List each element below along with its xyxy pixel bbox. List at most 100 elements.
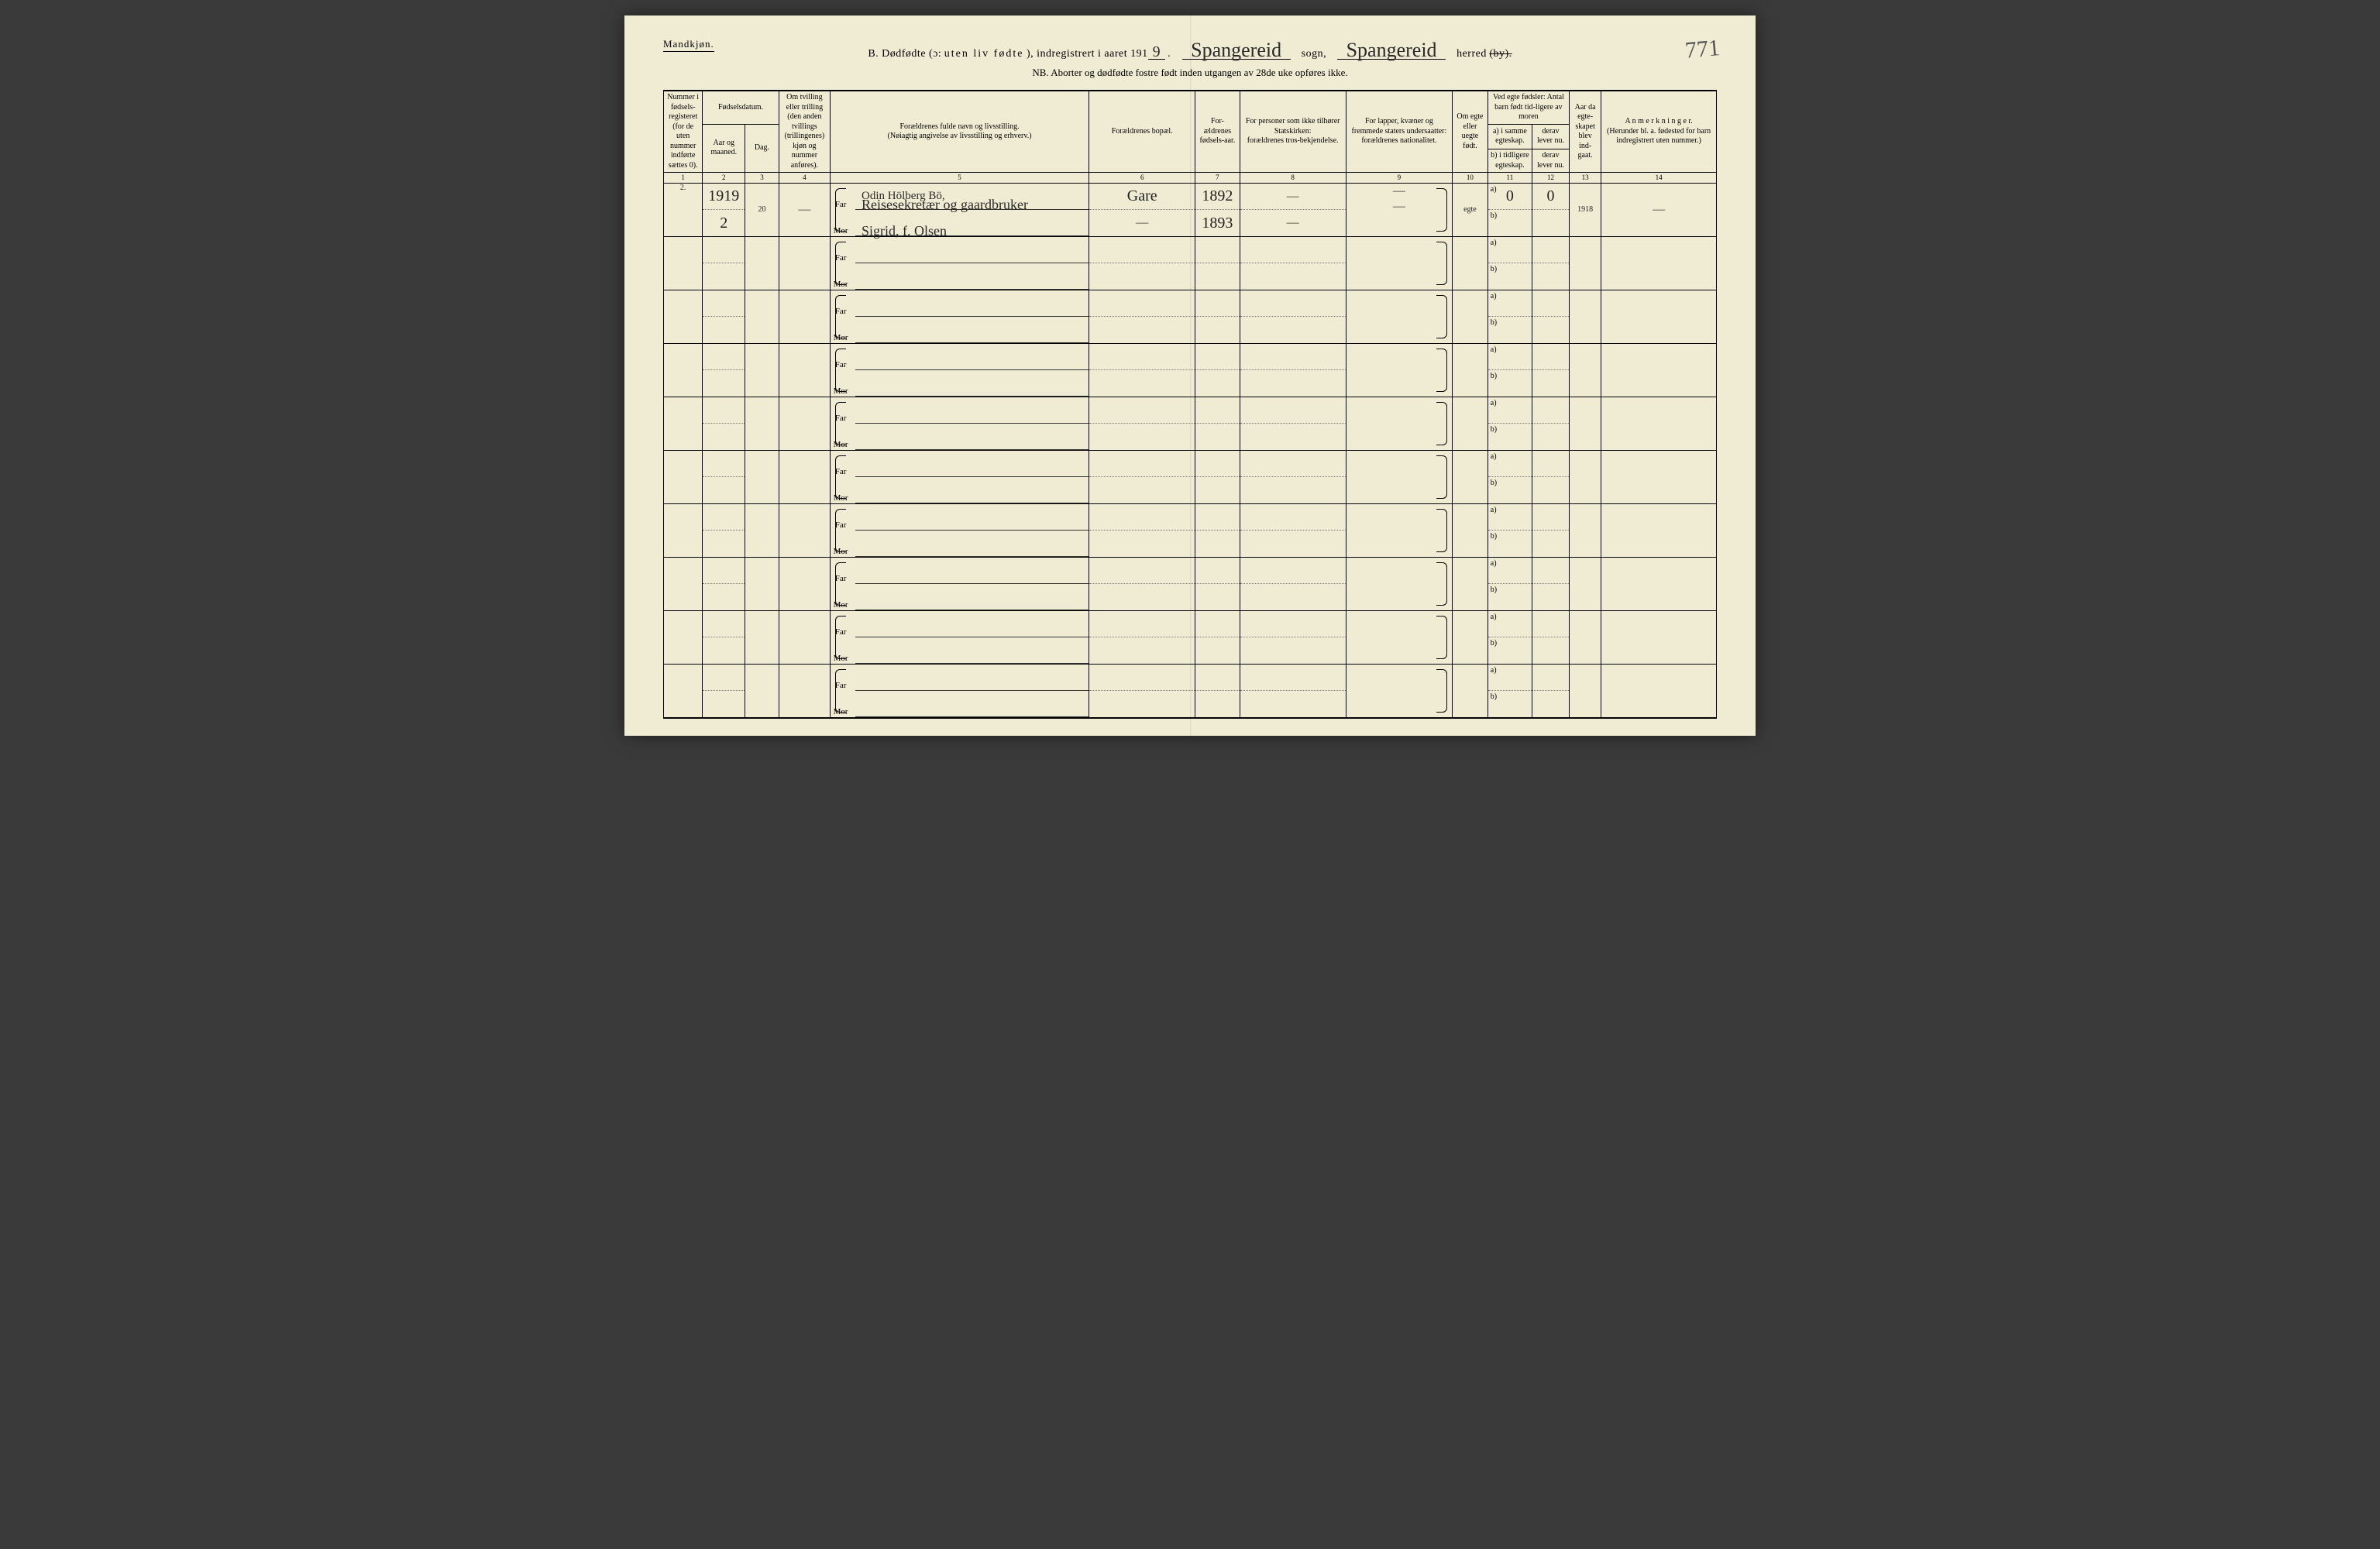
cell-c13 <box>1570 611 1601 665</box>
cell-nat <box>1346 344 1452 397</box>
hdr-c9-sub: forældrenes nationalitet. <box>1349 136 1450 146</box>
brace-icon <box>835 402 846 445</box>
hdr-c5-sub: (Nøiagtig angivelse av livsstilling og e… <box>833 132 1086 142</box>
title-line: B. Dødfødte (ɔ: uten liv fødte ), indreg… <box>663 41 1717 60</box>
cell-day <box>745 344 779 397</box>
cell-twin <box>779 290 830 344</box>
cell-twin <box>779 237 830 290</box>
hdr-c8: For personer som ikke tilhører Statskirk… <box>1240 91 1346 173</box>
cell-num <box>664 237 703 290</box>
brace-icon <box>835 242 846 285</box>
cell-twin <box>779 558 830 611</box>
hdr-c4: Om tvilling eller trilling (den anden tv… <box>779 91 830 173</box>
cell-fodsaar <box>1195 451 1240 504</box>
hdr-c7: For-ældrenes fødsels-aar. <box>1195 91 1240 173</box>
cell-parents: Far Mor <box>831 504 1089 558</box>
cell-num <box>664 344 703 397</box>
cell-fodsaar <box>1195 344 1240 397</box>
table-row: Far Mor a)b) <box>664 451 1717 504</box>
sogn-value: Spangereid <box>1182 41 1291 60</box>
cell-c11: a)b) <box>1488 397 1532 451</box>
cell-fodsaar: 18921893 <box>1195 184 1240 237</box>
cell-yearmonth <box>703 397 745 451</box>
cell-egte <box>1453 344 1488 397</box>
cell-tros <box>1240 451 1346 504</box>
cell-c14 <box>1601 611 1717 665</box>
cell-bopal <box>1089 237 1195 290</box>
struck-by: (by). <box>1489 48 1512 60</box>
table-body: 2. 19192 20 FarOdin Hölberg Bö,Reisesekr… <box>664 184 1717 719</box>
cell-parents: Far Mor <box>831 237 1089 290</box>
table-row: Far Mor a)b) <box>664 611 1717 665</box>
cell-num <box>664 451 703 504</box>
cell-c12 <box>1532 451 1569 504</box>
cell-num: 2. <box>664 184 703 237</box>
cell-c12: 0 <box>1532 184 1569 237</box>
cell-nat <box>1346 611 1452 665</box>
hdr-c5-top: Forældrenes fulde navn og livsstilling. <box>833 122 1086 132</box>
herred-label: herred <box>1457 48 1487 60</box>
cell-tros <box>1240 344 1346 397</box>
cell-fodsaar <box>1195 504 1240 558</box>
cell-bopal <box>1089 504 1195 558</box>
cell-egte <box>1453 290 1488 344</box>
cell-day <box>745 611 779 665</box>
brace-icon <box>835 455 846 499</box>
cell-bopal <box>1089 397 1195 451</box>
cell-tros <box>1240 665 1346 719</box>
hdr-c11b: b) i tidligere egteskap. <box>1488 149 1532 173</box>
cell-c14 <box>1601 504 1717 558</box>
brace-icon <box>835 562 846 606</box>
brace-icon <box>1436 455 1447 499</box>
cell-c11: a)b) <box>1488 558 1532 611</box>
colnum: 1 <box>664 173 703 184</box>
colnum: 14 <box>1601 173 1717 184</box>
cell-parents: Far Mor <box>831 611 1089 665</box>
cell-twin <box>779 397 830 451</box>
cell-fodsaar <box>1195 397 1240 451</box>
cell-c12 <box>1532 397 1569 451</box>
colnum: 10 <box>1453 173 1488 184</box>
cell-bopal: Gare <box>1089 184 1195 237</box>
title-suffix: ), indregistrert i aaret 191 <box>1027 48 1148 60</box>
cell-egte <box>1453 237 1488 290</box>
table-row: Far Mor a)b) <box>664 344 1717 397</box>
cell-num <box>664 558 703 611</box>
cell-nat <box>1346 451 1452 504</box>
hdr-c5: Forældrenes fulde navn og livsstilling. … <box>831 91 1089 173</box>
cell-c11: a)b) <box>1488 290 1532 344</box>
hdr-c14-sub: (Herunder bl. a. fødested for barn indre… <box>1604 127 1714 146</box>
brace-icon <box>835 669 846 713</box>
cell-parents: Far Mor <box>831 344 1089 397</box>
brace-icon <box>835 509 846 552</box>
cell-tros <box>1240 611 1346 665</box>
brace-icon <box>835 188 846 232</box>
cell-fodsaar <box>1195 665 1240 719</box>
cell-c14 <box>1601 665 1717 719</box>
cell-c11: a)b) <box>1488 344 1532 397</box>
brace-icon <box>835 295 846 338</box>
table-row: Far Mor a)b) <box>664 665 1717 719</box>
hdr-c11a: a) i samme egteskap. <box>1488 124 1532 149</box>
table-row: Far Mor a)b) <box>664 504 1717 558</box>
colnum: 8 <box>1240 173 1346 184</box>
hdr-c1112: Ved egte fødsler: Antal barn født tid-li… <box>1488 91 1569 124</box>
cell-c14 <box>1601 397 1717 451</box>
cell-day <box>745 290 779 344</box>
hdr-c8-sub: forældrenes tros-bekjendelse. <box>1243 136 1343 146</box>
hdr-c13: Aar da egte-skapet blev ind-gaat. <box>1570 91 1601 173</box>
cell-c12 <box>1532 611 1569 665</box>
cell-parents: Far Mor <box>831 451 1089 504</box>
cell-c13 <box>1570 558 1601 611</box>
cell-c14 <box>1601 558 1717 611</box>
cell-egte: egte <box>1453 184 1488 237</box>
cell-day <box>745 237 779 290</box>
cell-bopal <box>1089 344 1195 397</box>
cell-c13 <box>1570 397 1601 451</box>
cell-c11: a)b) <box>1488 451 1532 504</box>
brace-icon <box>835 616 846 659</box>
cell-day: 20 <box>745 184 779 237</box>
brace-icon <box>1436 509 1447 552</box>
cell-c12 <box>1532 558 1569 611</box>
cell-yearmonth <box>703 504 745 558</box>
